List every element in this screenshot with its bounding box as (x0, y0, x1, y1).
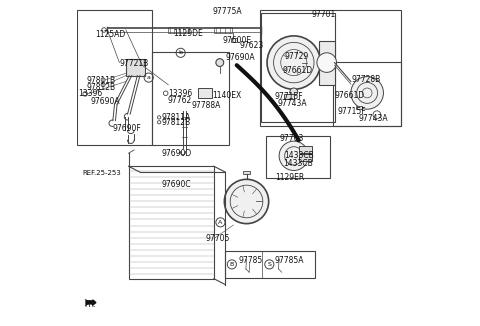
Bar (129, 166, 214, 279)
Bar (225, 251, 315, 278)
Text: 97715F: 97715F (275, 92, 303, 101)
Text: 1433CB: 1433CB (284, 151, 314, 160)
Circle shape (267, 36, 321, 89)
Text: 97743A: 97743A (358, 113, 388, 123)
Text: 97812B: 97812B (161, 118, 190, 127)
Text: 97661D: 97661D (282, 66, 312, 75)
Bar (333, 62, 401, 126)
Text: 97812B: 97812B (87, 82, 116, 92)
Text: 97715F: 97715F (338, 107, 366, 116)
Bar (126, 59, 145, 76)
Text: b: b (179, 50, 183, 55)
Circle shape (224, 179, 269, 224)
Text: 97811B: 97811B (87, 76, 116, 85)
Text: 97701: 97701 (312, 10, 336, 19)
Bar (152, 52, 228, 145)
Text: 97623: 97623 (240, 41, 264, 50)
Text: 1125AD: 1125AD (95, 30, 125, 39)
Text: 1140EX: 1140EX (212, 91, 241, 100)
Bar (319, 41, 335, 85)
Text: 97788A: 97788A (191, 101, 220, 110)
Bar (168, 27, 190, 33)
Text: 97785: 97785 (239, 256, 263, 265)
Text: 97705: 97705 (205, 234, 229, 244)
Circle shape (351, 77, 384, 109)
Bar (266, 136, 330, 178)
Text: S: S (267, 262, 271, 267)
Text: 97703: 97703 (280, 134, 304, 143)
Text: 13396: 13396 (79, 89, 103, 98)
Text: 97600E: 97600E (222, 36, 251, 45)
Text: 97775A: 97775A (212, 7, 242, 16)
Text: 97762: 97762 (168, 96, 192, 105)
Circle shape (216, 59, 224, 67)
Circle shape (317, 53, 336, 72)
Text: 97690F: 97690F (112, 124, 141, 133)
Text: B: B (230, 262, 234, 267)
Bar (243, 171, 250, 174)
Text: 1129DE: 1129DE (173, 29, 203, 38)
Text: FR.: FR. (84, 300, 96, 309)
Text: 97743A: 97743A (278, 99, 308, 108)
Text: 97690A: 97690A (225, 52, 255, 62)
Bar (214, 27, 232, 33)
Text: 97721B: 97721B (120, 59, 149, 68)
Bar (284, 94, 294, 99)
Text: 97811A: 97811A (161, 112, 191, 122)
Text: 13396: 13396 (168, 89, 192, 98)
Text: 97728B: 97728B (351, 75, 381, 84)
Bar (299, 154, 312, 161)
Text: REF.25-253: REF.25-253 (83, 170, 121, 176)
Text: A: A (218, 220, 223, 225)
Circle shape (279, 141, 309, 170)
Text: 1129ER: 1129ER (275, 173, 304, 182)
Text: a: a (147, 75, 151, 80)
Text: 1433CB: 1433CB (283, 159, 313, 168)
Bar (356, 106, 362, 109)
Bar (299, 146, 312, 153)
Polygon shape (86, 300, 96, 305)
Text: 97785A: 97785A (275, 256, 304, 265)
Text: 97661D: 97661D (335, 91, 365, 100)
Text: 97690D: 97690D (161, 149, 192, 158)
Text: 97729: 97729 (284, 52, 308, 61)
Text: 97690C: 97690C (161, 180, 191, 189)
Bar (260, 10, 401, 126)
Bar (261, 13, 335, 122)
Text: 97690A: 97690A (90, 96, 120, 106)
Bar (231, 38, 237, 42)
Bar (198, 88, 212, 98)
Circle shape (290, 88, 298, 96)
Bar (77, 10, 152, 145)
